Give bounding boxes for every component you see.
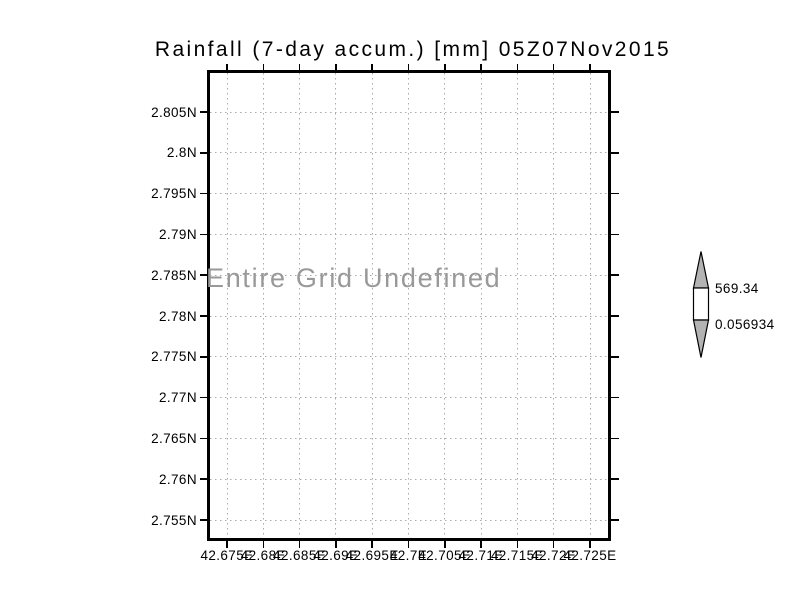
y-axis-tick-label: 2.765N xyxy=(151,430,197,446)
h-grid-line xyxy=(210,437,608,439)
right-axis-tick xyxy=(611,152,619,154)
top-axis-tick xyxy=(298,63,301,70)
top-axis-tick xyxy=(226,63,228,70)
x-axis-tick-label: 42.71E xyxy=(458,548,504,563)
x-axis-tick-label: 42.725E xyxy=(563,548,617,563)
v-grid-line xyxy=(371,73,373,538)
bottom-axis-tick xyxy=(226,541,228,548)
bottom-axis-tick xyxy=(335,541,337,548)
v-grid-line xyxy=(480,73,482,538)
v-grid-line xyxy=(516,73,518,538)
colorbar-min-label: 0.056934 xyxy=(715,317,775,332)
colorbar xyxy=(692,251,710,358)
colorbar-box xyxy=(692,287,710,321)
bottom-axis-tick xyxy=(407,541,410,548)
v-grid-line xyxy=(335,73,337,538)
x-axis-tick-label: 42.68E xyxy=(240,548,286,563)
y-axis-tick-label: 2.76N xyxy=(158,471,197,487)
right-axis-tick xyxy=(611,111,619,113)
x-axis-tick-label: 42.715E xyxy=(490,548,544,563)
left-axis-tick xyxy=(199,152,207,154)
h-grid-line xyxy=(210,274,608,276)
colorbar-up-arrow xyxy=(692,251,710,289)
y-axis-tick-label: 2.8N xyxy=(166,145,197,161)
left-axis-tick xyxy=(199,315,207,317)
h-grid-line xyxy=(210,356,608,358)
h-grid-line xyxy=(210,315,608,317)
left-axis-tick xyxy=(199,192,207,195)
colorbar-max-label: 569.34 xyxy=(715,281,759,296)
top-axis-tick xyxy=(371,63,373,70)
h-grid-line xyxy=(210,397,608,399)
h-grid-line xyxy=(210,193,608,195)
top-axis-tick xyxy=(552,63,555,70)
v-grid-line xyxy=(262,73,264,538)
top-axis-tick xyxy=(444,63,446,70)
x-axis-tick-label: 42.7E xyxy=(389,548,428,563)
bottom-axis-tick xyxy=(444,541,446,548)
right-axis-tick xyxy=(611,356,619,358)
left-axis-tick xyxy=(199,356,207,358)
x-axis-tick-label: 42.695E xyxy=(345,548,399,563)
plot-frame xyxy=(207,70,611,541)
bottom-axis-tick xyxy=(552,541,555,548)
h-grid-line xyxy=(210,478,608,480)
top-axis-tick xyxy=(262,63,265,70)
h-grid-line xyxy=(210,233,608,235)
top-axis-tick xyxy=(480,63,482,70)
grid-undefined-annotation: Entire Grid Undefined xyxy=(206,263,502,293)
right-axis-tick xyxy=(611,274,619,276)
x-axis-tick-label: 42.675E xyxy=(200,548,254,563)
x-axis-tick-label: 42.685E xyxy=(273,548,327,563)
h-grid-line xyxy=(210,519,608,521)
v-grid-line xyxy=(299,73,301,538)
top-axis-tick xyxy=(516,63,519,70)
y-axis-tick-label: 2.78N xyxy=(158,308,197,324)
colorbar-down-arrow xyxy=(692,319,710,358)
y-axis-tick-label: 2.785N xyxy=(151,267,197,283)
top-axis-tick xyxy=(335,63,337,70)
bottom-axis-tick xyxy=(262,541,265,548)
y-axis-tick-label: 2.775N xyxy=(151,349,197,365)
x-axis-tick-label: 42.705E xyxy=(418,548,472,563)
v-grid-line xyxy=(408,73,409,538)
right-axis-tick xyxy=(611,396,619,399)
bottom-axis-tick xyxy=(516,541,519,548)
right-axis-tick xyxy=(611,233,619,236)
y-axis-tick-label: 2.77N xyxy=(158,390,197,406)
left-axis-tick xyxy=(199,111,207,113)
bottom-axis-tick xyxy=(589,541,591,548)
h-grid-line xyxy=(210,111,608,113)
left-axis-tick xyxy=(199,233,207,236)
bottom-axis-tick xyxy=(480,541,482,548)
top-axis-tick xyxy=(407,63,410,70)
v-grid-line xyxy=(444,73,446,538)
top-axis-tick xyxy=(589,63,591,70)
x-axis-tick-label: 42.72E xyxy=(531,548,577,563)
bottom-axis-tick xyxy=(371,541,373,548)
left-axis-tick xyxy=(199,437,207,440)
v-grid-line xyxy=(553,73,555,538)
right-axis-tick xyxy=(611,437,619,440)
plot-title: Rainfall (7-day accum.) [mm] 05Z07Nov201… xyxy=(154,38,672,61)
bottom-axis-tick xyxy=(298,541,301,548)
right-axis-tick xyxy=(611,519,619,521)
left-axis-tick xyxy=(199,519,207,521)
y-axis-tick-label: 2.755N xyxy=(151,512,197,528)
left-axis-tick xyxy=(199,396,207,399)
left-axis-tick xyxy=(199,274,207,276)
v-grid-line xyxy=(589,73,591,538)
right-axis-tick xyxy=(611,315,619,317)
left-axis-tick xyxy=(199,478,207,480)
h-grid-line xyxy=(210,152,608,154)
y-axis-tick-label: 2.795N xyxy=(151,186,197,202)
y-axis-tick-label: 2.79N xyxy=(158,226,197,242)
v-grid-line xyxy=(226,73,228,538)
right-axis-tick xyxy=(611,478,619,480)
x-axis-tick-label: 42.69E xyxy=(313,548,359,563)
right-axis-tick xyxy=(611,192,619,195)
y-axis-tick-label: 2.805N xyxy=(151,104,197,120)
